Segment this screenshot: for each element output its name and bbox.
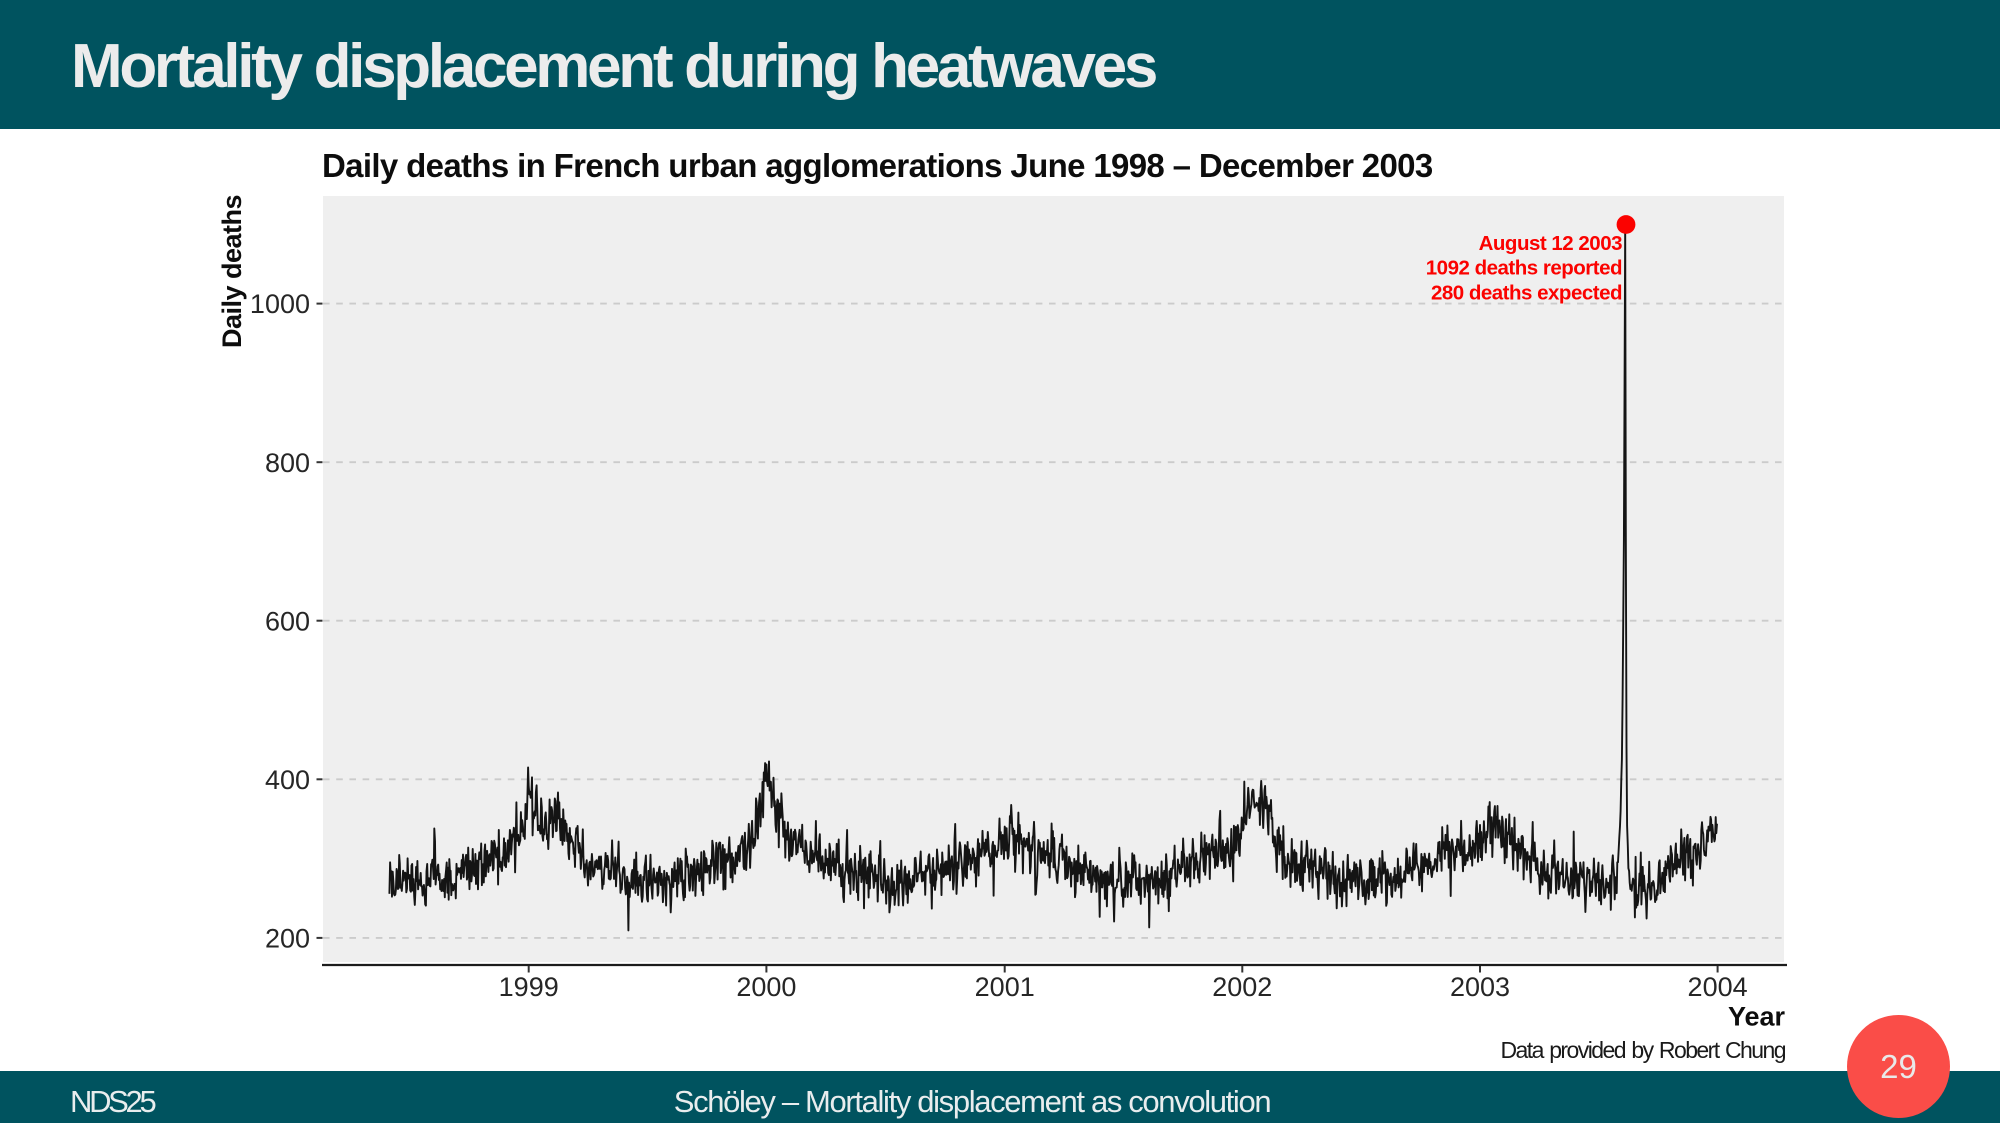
svg-text:600: 600: [265, 606, 310, 636]
svg-text:August 12 2003: August 12 2003: [1479, 232, 1622, 255]
svg-text:400: 400: [265, 765, 310, 795]
svg-text:2003: 2003: [1450, 972, 1510, 1002]
svg-text:200: 200: [265, 924, 310, 954]
svg-text:Daily deaths: Daily deaths: [217, 195, 247, 348]
svg-text:1092 deaths reported: 1092 deaths reported: [1426, 257, 1622, 280]
svg-text:Daily deaths in French urban a: Daily deaths in French urban agglomerati…: [322, 147, 1433, 184]
svg-text:2001: 2001: [975, 972, 1035, 1002]
svg-text:2004: 2004: [1688, 972, 1748, 1002]
svg-text:Year: Year: [1728, 1002, 1786, 1032]
svg-text:280 deaths expected: 280 deaths expected: [1431, 281, 1622, 304]
svg-text:2000: 2000: [736, 972, 796, 1002]
svg-text:1999: 1999: [499, 972, 559, 1002]
svg-text:800: 800: [265, 448, 310, 478]
svg-text:Data provided by Robert Chung: Data provided by Robert Chung: [1500, 1037, 1785, 1063]
svg-text:2002: 2002: [1212, 972, 1272, 1002]
svg-text:1000: 1000: [250, 289, 310, 319]
